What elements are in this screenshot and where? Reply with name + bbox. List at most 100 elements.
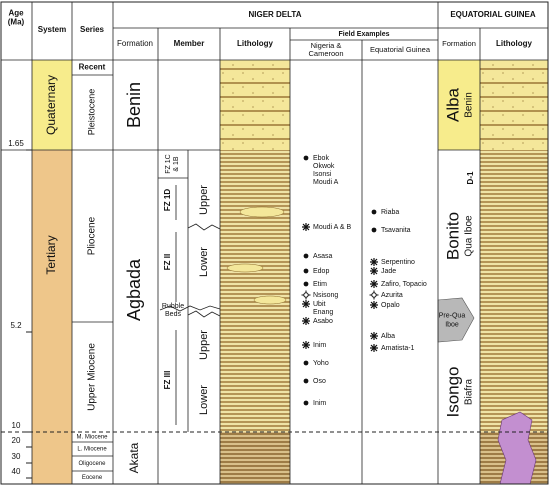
- age-label: 20: [12, 436, 21, 445]
- header: EQUATORIAL GUINEA: [450, 10, 536, 19]
- member: FZ 1C: [165, 154, 172, 173]
- field-marker: [303, 292, 309, 298]
- field-example: Asabo: [313, 318, 333, 325]
- age-label: 1.65: [8, 139, 24, 148]
- field-marker: [370, 258, 378, 266]
- alba-bg: [438, 60, 480, 150]
- age-label: 40: [12, 467, 21, 476]
- series: Pleistocene: [86, 89, 96, 136]
- member: & 1B: [173, 156, 180, 172]
- series: Upper Miocene: [87, 343, 98, 411]
- field-example: Inim: [313, 400, 326, 407]
- header: Age: [8, 9, 24, 18]
- field-marker: [302, 223, 310, 231]
- member: FZ III: [163, 371, 172, 390]
- lithology: [220, 60, 290, 150]
- field-marker: [369, 290, 379, 300]
- tertiary-bg: [32, 150, 72, 484]
- header: Nigeria &: [311, 41, 342, 50]
- field-marker: [303, 360, 309, 366]
- field-example: Yoho: [313, 360, 329, 367]
- field-marker: [370, 344, 378, 352]
- lithology: [220, 150, 290, 432]
- field-example: Ubit: [313, 301, 326, 308]
- field-marker: [371, 209, 377, 215]
- purple-body: [497, 411, 537, 485]
- series: Pliocene: [87, 216, 98, 255]
- field-marker: [302, 341, 310, 349]
- formation: Agbada: [124, 258, 144, 321]
- field-marker: [370, 267, 378, 275]
- field-example: Serpentino: [381, 259, 415, 266]
- series: Eocene: [82, 475, 103, 481]
- eg-formation: Benin: [464, 92, 475, 118]
- field-example: Moudi A & B: [313, 224, 351, 231]
- field-marker: [302, 300, 310, 308]
- eg-marker: D-1: [466, 171, 475, 184]
- formation: Akata: [127, 442, 141, 473]
- field-marker: [371, 292, 377, 298]
- field-example: Jade: [381, 268, 396, 275]
- eg-formation: Alba: [443, 87, 462, 122]
- member: FZ 1D: [163, 189, 172, 211]
- field-example: Alba: [381, 333, 395, 340]
- field-example: Ebok: [313, 155, 329, 162]
- sand-lens: [226, 263, 264, 273]
- field-marker: [303, 253, 309, 259]
- layout: [0, 1, 549, 485]
- field-example: Inim: [313, 342, 326, 349]
- header: Equatorial Guinea: [370, 45, 431, 54]
- member: Lower: [198, 385, 210, 415]
- field-example: Asasa: [313, 253, 333, 260]
- field-marker: [301, 290, 311, 300]
- frame: [0, 1, 549, 485]
- header: Cameroon: [308, 49, 343, 58]
- field-example: Tsavanita: [381, 227, 411, 234]
- field-marker: [370, 301, 378, 309]
- system: Tertiary: [44, 235, 58, 274]
- field-marker: [371, 227, 377, 233]
- header: Series: [80, 25, 105, 34]
- field-example: Opalo: [381, 302, 400, 309]
- eg-formation: Iboe: [445, 321, 459, 328]
- field-example: Riaba: [381, 209, 399, 216]
- field-marker: [370, 280, 378, 288]
- field-marker: [303, 378, 309, 384]
- age-label: 10: [12, 421, 21, 430]
- unconformity: [159, 223, 221, 318]
- header: (Ma): [8, 18, 25, 27]
- system: Quaternary: [44, 75, 58, 135]
- member: FZ II: [163, 254, 172, 270]
- field-marker: [302, 317, 310, 325]
- field-example: Enang: [313, 309, 333, 316]
- field-marker: [370, 332, 378, 340]
- lithology: [480, 150, 548, 432]
- field-example: Amatista-1: [381, 345, 415, 352]
- field-example: Edop: [313, 268, 329, 275]
- pre-qua-iboe-wedge: [437, 297, 475, 343]
- eg-formation: Qua Iboe: [464, 215, 475, 257]
- formation: Benin: [124, 82, 144, 128]
- header: Formation: [117, 39, 153, 48]
- quaternary-bg: [32, 60, 72, 150]
- header: System: [38, 25, 66, 34]
- member: Beds: [165, 311, 181, 318]
- field-example: Isonsi: [313, 171, 332, 178]
- age-label: 5.2: [10, 321, 22, 330]
- field-example: Azurita: [381, 292, 403, 299]
- member: Upper: [198, 330, 210, 360]
- field-example: Nsisong: [313, 292, 338, 299]
- field-marker: [303, 268, 309, 274]
- field-marker: [303, 155, 309, 161]
- sand-lens: [239, 206, 285, 218]
- field-example: Etim: [313, 281, 327, 288]
- lithology: [220, 432, 290, 484]
- series: Oligocene: [78, 461, 106, 467]
- field-example: Okwok: [313, 163, 335, 170]
- field-example: Moudi A: [313, 179, 339, 186]
- field-example: Zafiro, Topacio: [381, 281, 427, 288]
- header: Lithology: [496, 39, 533, 48]
- series: M. Miocene: [76, 435, 108, 441]
- header: Lithology: [237, 39, 274, 48]
